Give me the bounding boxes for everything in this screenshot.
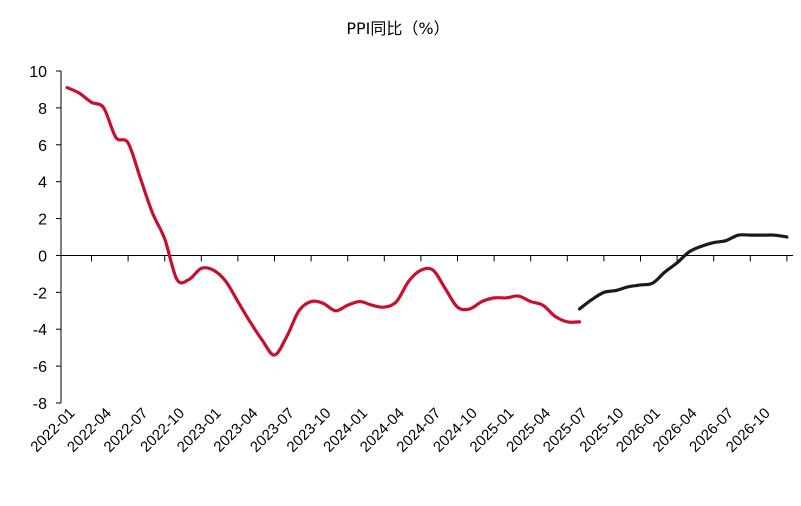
y-tick-label: -4 (33, 322, 47, 339)
y-tick-label: 8 (38, 101, 47, 118)
y-tick-label: 6 (38, 138, 47, 155)
y-tick-label: -2 (33, 285, 47, 302)
y-tick-label: 2 (38, 212, 47, 229)
axes (56, 70, 793, 404)
y-tick-labels: 10 8 6 4 2 0 -2 -4 -6 -8 (29, 64, 47, 413)
y-tick-label: 4 (38, 175, 47, 192)
x-tick-labels: 2022-012022-042022-072022-102023-012023-… (27, 405, 773, 456)
chart-title: PPI同比（%） (346, 19, 449, 38)
series-layer (65, 86, 789, 357)
y-tick-label: -6 (33, 359, 47, 376)
y-tick-label: -8 (33, 396, 47, 413)
y-tick-label: 10 (29, 64, 47, 81)
series-line-actual (65, 86, 582, 357)
series-line-forecast (577, 233, 789, 311)
y-tick-label: 0 (38, 248, 47, 265)
